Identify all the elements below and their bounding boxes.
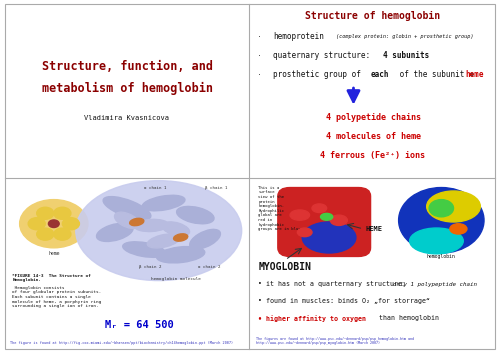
Ellipse shape	[426, 191, 480, 222]
Ellipse shape	[103, 197, 151, 220]
Text: Hemoglobin consists
of four globular protein subunits.
Each subunit contains a s: Hemoglobin consists of four globular pro…	[12, 286, 102, 308]
Text: 4 ferrous (Fe²⁺) ions: 4 ferrous (Fe²⁺) ions	[320, 151, 426, 160]
Circle shape	[20, 199, 88, 248]
Circle shape	[48, 220, 59, 227]
Text: prosthetic group of: prosthetic group of	[273, 70, 366, 79]
Text: heme: heme	[48, 251, 60, 256]
Text: 4 polypetide chains: 4 polypetide chains	[326, 113, 420, 122]
Ellipse shape	[312, 204, 326, 213]
Ellipse shape	[320, 213, 332, 220]
Ellipse shape	[398, 187, 484, 253]
Text: heme: heme	[466, 70, 484, 79]
Text: than hemoglobin: than hemoglobin	[376, 316, 440, 322]
Ellipse shape	[302, 222, 356, 253]
Circle shape	[36, 207, 54, 219]
Ellipse shape	[148, 234, 180, 248]
Text: α chain 2: α chain 2	[198, 265, 220, 269]
Ellipse shape	[176, 207, 214, 224]
Ellipse shape	[134, 219, 168, 232]
Ellipse shape	[130, 218, 144, 226]
Circle shape	[28, 218, 46, 230]
Text: MYOGLOBIN: MYOGLOBIN	[258, 262, 311, 272]
Text: This is a
surface
view of the
protein
hemoglobin.
Hydrophilic
global are
red in
: This is a surface view of the protein he…	[258, 186, 301, 231]
Ellipse shape	[290, 210, 310, 220]
FancyBboxPatch shape	[278, 187, 370, 256]
Text: ·: ·	[258, 70, 262, 80]
Ellipse shape	[174, 234, 188, 241]
Text: Structure of hemoglobin: Structure of hemoglobin	[306, 11, 440, 21]
Text: Structure, function, and: Structure, function, and	[42, 60, 212, 73]
Text: hemoglobin: hemoglobin	[426, 254, 456, 259]
Ellipse shape	[450, 224, 467, 234]
Ellipse shape	[298, 228, 312, 237]
Text: ·: ·	[258, 51, 262, 61]
Text: • it has not a quarternary structure:: • it has not a quarternary structure:	[258, 281, 410, 287]
Text: quaternary structure:: quaternary structure:	[273, 52, 374, 60]
Ellipse shape	[114, 212, 140, 228]
Ellipse shape	[76, 181, 241, 281]
Text: β chain 2: β chain 2	[139, 265, 162, 269]
Ellipse shape	[96, 223, 133, 241]
Ellipse shape	[122, 242, 166, 257]
Text: • higher affinity to oxygen: • higher affinity to oxygen	[258, 315, 366, 322]
Text: ·: ·	[258, 32, 262, 42]
Text: α chain 1: α chain 1	[144, 186, 167, 190]
Text: The figure is found at http://fig.cox.miami.edu/~bhansen/ppt/biochemistry/ch14he: The figure is found at http://fig.cox.mi…	[10, 341, 233, 345]
Ellipse shape	[190, 229, 220, 249]
Ellipse shape	[330, 215, 347, 226]
Text: β chain 1: β chain 1	[205, 186, 228, 190]
Text: *FIGURE 14-3  The Structure of
Hemoglobin.: *FIGURE 14-3 The Structure of Hemoglobin…	[12, 274, 91, 282]
Text: Mᵣ = 64 500: Mᵣ = 64 500	[105, 321, 174, 330]
Circle shape	[54, 228, 71, 240]
Text: 4 subunits: 4 subunits	[383, 52, 429, 60]
Text: (complex protein: globin + prosthetic group): (complex protein: globin + prosthetic gr…	[336, 35, 474, 40]
Ellipse shape	[156, 246, 205, 263]
Text: of the subunit =: of the subunit =	[395, 70, 478, 79]
Text: Vladimira Kvasnicova: Vladimira Kvasnicova	[84, 115, 170, 121]
Text: only 1 polypeptide chain: only 1 polypeptide chain	[392, 281, 476, 287]
Circle shape	[54, 207, 71, 219]
Text: hemoprotein: hemoprotein	[273, 32, 324, 41]
Ellipse shape	[142, 195, 185, 211]
Text: 4 molecules of heme: 4 molecules of heme	[326, 132, 420, 141]
Text: The figures are found at http://www.psc.edu/~dennard/psp/psp_hemoglobin.htm and
: The figures are found at http://www.psc.…	[256, 336, 414, 345]
Ellipse shape	[410, 228, 464, 254]
Text: each: each	[370, 70, 389, 79]
Text: • found in muscles: binds O₂ „for storrage“: • found in muscles: binds O₂ „for storra…	[258, 298, 430, 304]
Circle shape	[36, 228, 54, 240]
Text: hemoglobin molecule: hemoglobin molecule	[151, 277, 200, 281]
Text: metabolism of hemoglobin: metabolism of hemoglobin	[42, 82, 212, 95]
Text: HEME: HEME	[366, 226, 382, 232]
Ellipse shape	[162, 222, 190, 236]
Ellipse shape	[429, 199, 454, 217]
Circle shape	[62, 218, 80, 230]
